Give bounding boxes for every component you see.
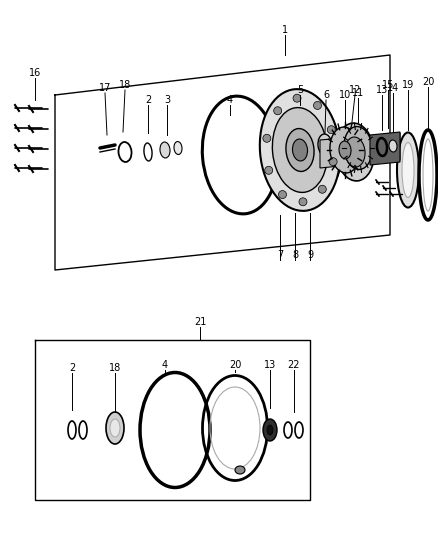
Text: 22: 22	[288, 360, 300, 370]
Text: 5: 5	[297, 85, 303, 95]
Ellipse shape	[267, 425, 273, 435]
Text: 20: 20	[422, 77, 434, 87]
Text: 19: 19	[402, 80, 414, 90]
Text: 16: 16	[29, 68, 41, 78]
Circle shape	[263, 134, 271, 142]
Ellipse shape	[330, 127, 360, 173]
Ellipse shape	[272, 108, 328, 192]
Ellipse shape	[106, 412, 124, 444]
Text: 4: 4	[162, 360, 168, 370]
Text: 12: 12	[349, 85, 361, 95]
Text: 8: 8	[292, 250, 298, 260]
Circle shape	[314, 101, 321, 109]
Ellipse shape	[260, 89, 340, 211]
Text: 6: 6	[323, 90, 329, 100]
Text: 2: 2	[69, 363, 75, 373]
Text: 11: 11	[352, 88, 364, 98]
Text: 13: 13	[264, 360, 276, 370]
Text: 17: 17	[99, 83, 111, 93]
Ellipse shape	[286, 128, 314, 172]
Ellipse shape	[402, 142, 414, 198]
Circle shape	[299, 198, 307, 206]
Text: 4: 4	[227, 95, 233, 105]
Ellipse shape	[389, 140, 397, 152]
Circle shape	[274, 107, 282, 115]
Polygon shape	[320, 133, 400, 168]
Circle shape	[329, 158, 337, 166]
Ellipse shape	[235, 466, 245, 474]
Circle shape	[318, 185, 326, 193]
Text: 21: 21	[194, 317, 206, 327]
Circle shape	[265, 166, 273, 174]
Text: 9: 9	[307, 250, 313, 260]
Ellipse shape	[174, 142, 182, 155]
Ellipse shape	[160, 142, 170, 158]
Text: 13: 13	[376, 85, 388, 95]
Text: 10: 10	[339, 90, 351, 100]
Text: 20: 20	[229, 360, 241, 370]
Ellipse shape	[344, 126, 372, 169]
Text: 2: 2	[145, 95, 151, 105]
Text: 15: 15	[382, 80, 394, 90]
Ellipse shape	[345, 137, 365, 167]
Circle shape	[327, 126, 336, 134]
Ellipse shape	[110, 419, 120, 437]
Text: 1: 1	[282, 25, 288, 35]
Text: 7: 7	[277, 250, 283, 260]
Polygon shape	[370, 132, 400, 165]
Ellipse shape	[318, 134, 332, 156]
Text: 14: 14	[387, 83, 399, 93]
Text: 18: 18	[109, 363, 121, 373]
Circle shape	[293, 94, 301, 102]
Text: 18: 18	[119, 80, 131, 90]
Ellipse shape	[339, 141, 351, 159]
Circle shape	[279, 191, 286, 199]
Ellipse shape	[397, 133, 419, 207]
Text: 3: 3	[164, 95, 170, 105]
Ellipse shape	[336, 123, 374, 181]
Ellipse shape	[293, 139, 307, 161]
Ellipse shape	[263, 419, 277, 441]
